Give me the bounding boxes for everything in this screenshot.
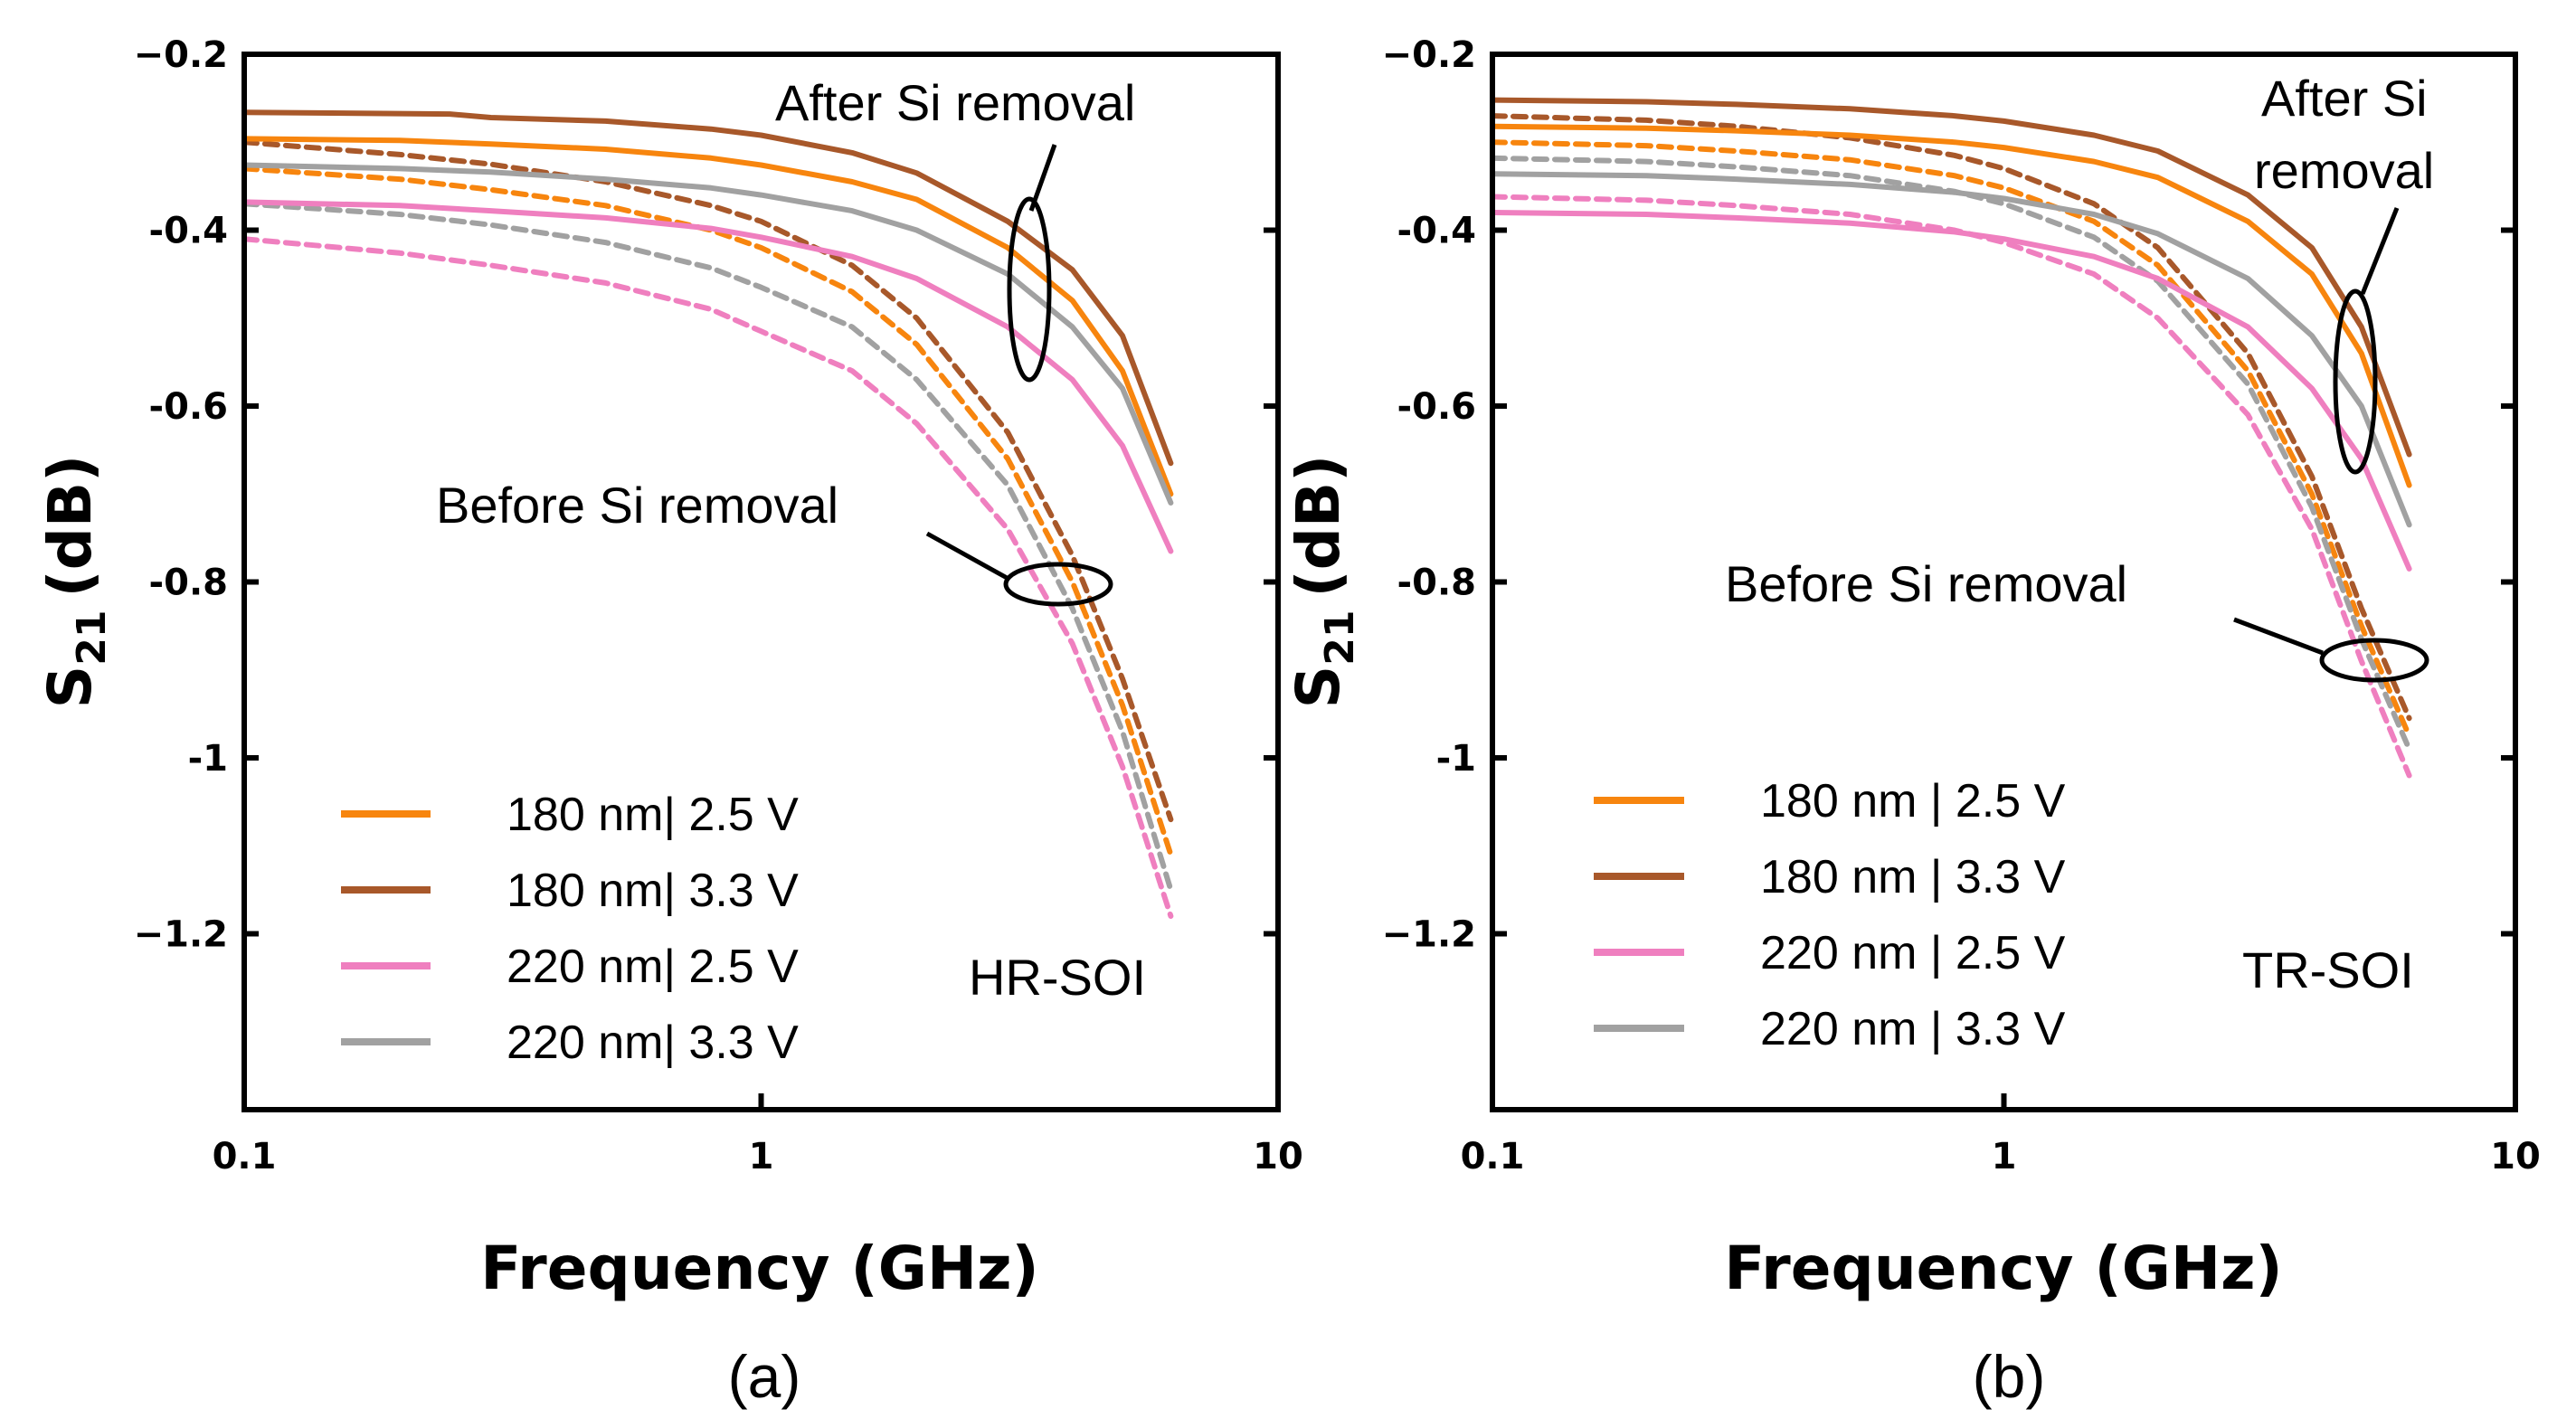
annotation-before-b: Before Si removal: [1725, 555, 2127, 612]
panel-label-b: (b): [1973, 1343, 2046, 1410]
x-tick-label-b-2: 10: [2490, 1136, 2541, 1177]
series-line-a-1: [242, 109, 1174, 467]
series-line-b-5: [1490, 113, 2412, 722]
substrate-label-b: TR-SOI: [2242, 941, 2414, 998]
legend-label-b-1: 180 nm | 3.3 V: [1760, 851, 2066, 903]
annotation-before-a: Before Si removal: [436, 477, 838, 534]
x-tick-label-a-2: 10: [1253, 1136, 1303, 1177]
substrate-label-a: HR-SOI: [969, 949, 1146, 1006]
series-line-a-5: [242, 139, 1174, 823]
series-layer-a: [242, 109, 1174, 919]
series-line-a-2: [242, 199, 1174, 554]
y-tick-label-b-5: −1.2: [1382, 914, 1476, 956]
y-axis-title-a: S21(dB): [35, 455, 115, 709]
legend-label-b-2: 220 nm | 2.5 V: [1760, 927, 2066, 979]
annotation-ellipse-after-a: [1007, 196, 1052, 383]
ticks-layer-b: −0.2 -0.4 -0.6 -0.8 -1 −1.2 0.1 1 10: [1382, 34, 2541, 1177]
x-tick-label-a-1: 1: [749, 1136, 774, 1177]
legend-label-a-2: 220 nm| 2.5 V: [507, 941, 799, 993]
series-line-a-6: [242, 236, 1174, 919]
annotation-after-b-line2: removal: [2254, 142, 2434, 199]
y-tick-label-a-4: -1: [188, 738, 228, 780]
y-tick-label-a-5: −1.2: [134, 914, 228, 956]
x-tick-label-b-1: 1: [1992, 1136, 2017, 1177]
y-tick-label-a-3: -0.8: [149, 563, 228, 604]
series-line-b-3: [1490, 171, 2412, 528]
y-axis-title-b: S21(dB): [1283, 455, 1363, 709]
series-layer-b: [1490, 97, 2412, 779]
x-axis-title-b: Frequency (GHz): [1724, 1234, 2282, 1303]
series-line-a-0: [242, 136, 1174, 497]
series-line-b-0: [1490, 123, 2412, 488]
y-tick-label-a-2: -0.6: [149, 386, 228, 428]
y-tick-label-a-0: −0.2: [134, 34, 228, 76]
y-tick-label-b-4: -1: [1436, 738, 1476, 780]
series-line-b-1: [1490, 97, 2412, 458]
annotation-after-a: After Si removal: [775, 74, 1135, 131]
y-tick-label-a-1: -0.4: [149, 211, 228, 252]
ticks-layer-a: −0.2 -0.4 -0.6 -0.8 -1 −1.2 0.1 1 10: [134, 34, 1303, 1177]
annotation-after-b: After Si: [2261, 70, 2428, 127]
chart-panel-b: −0.2 -0.4 -0.6 -0.8 -1 −1.2 0.1 1 10 S21(dB) Fre…: [1283, 34, 2541, 1410]
series-line-b-2: [1490, 210, 2412, 572]
legend-label-a-0: 180 nm| 2.5 V: [507, 789, 799, 841]
series-line-a-7: [242, 201, 1174, 893]
legend-label-a-1: 180 nm| 3.3 V: [507, 865, 799, 917]
x-tick-label-b-0: 0.1: [1461, 1136, 1525, 1177]
annotation-leader-before-b: [2233, 617, 2324, 656]
annotation-leader-after-b: [2360, 207, 2400, 295]
annotation-ellipse-before-a: [1003, 562, 1113, 607]
y-tick-label-b-1: -0.4: [1397, 211, 1476, 252]
annotation-ellipse-after-b: [2333, 288, 2378, 475]
annotation-ellipse-before-b: [2319, 638, 2429, 683]
series-line-b-7: [1490, 155, 2412, 752]
annotation-leader-before-a: [925, 531, 1010, 582]
panel-label-a: (a): [728, 1343, 801, 1410]
legend-b: 180 nm | 2.5 V 180 nm | 3.3 V 220 nm | 2…: [1594, 775, 2066, 1055]
x-axis-title-a: Frequency (GHz): [480, 1234, 1038, 1303]
legend-label-a-3: 220 nm| 3.3 V: [507, 1017, 799, 1069]
y-tick-label-b-3: -0.8: [1397, 563, 1476, 604]
chart-panel-a: −0.2 -0.4 -0.6 -0.8 -1 −1.2 0.1 1 10 S21(dB) Fre…: [35, 34, 1303, 1410]
y-tick-label-b-0: −0.2: [1382, 34, 1476, 76]
x-tick-label-a-0: 0.1: [213, 1136, 277, 1177]
legend-label-b-0: 180 nm | 2.5 V: [1760, 775, 2066, 827]
y-tick-label-b-2: -0.6: [1397, 386, 1476, 428]
series-line-b-6: [1490, 194, 2412, 779]
series-line-a-3: [242, 162, 1174, 506]
legend-label-b-3: 220 nm | 3.3 V: [1760, 1003, 2066, 1055]
legend-a: 180 nm| 2.5 V 180 nm| 3.3 V 220 nm| 2.5 …: [341, 789, 799, 1069]
